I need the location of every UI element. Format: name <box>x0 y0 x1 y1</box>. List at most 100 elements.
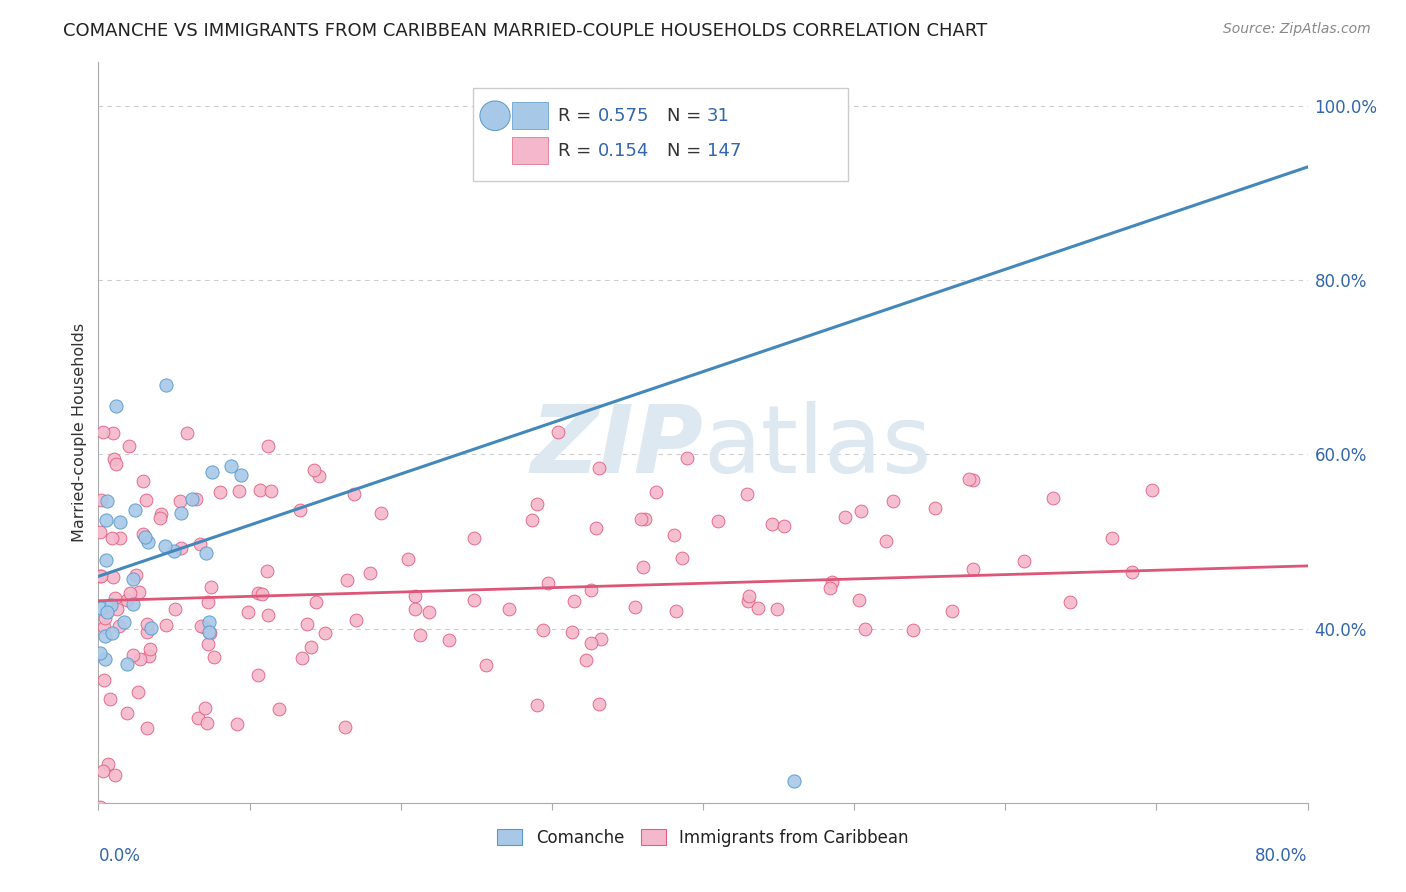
Point <box>561 625 583 640</box>
Point <box>314 625 336 640</box>
Point <box>155 377 177 392</box>
Point <box>526 497 548 511</box>
Point <box>104 768 127 782</box>
Point <box>256 607 278 622</box>
Point <box>882 494 904 508</box>
Point <box>901 623 924 637</box>
Point <box>101 570 124 584</box>
Point <box>1140 483 1163 498</box>
Point <box>132 474 155 488</box>
Point <box>91 764 114 778</box>
Point <box>176 425 198 440</box>
Point <box>536 575 558 590</box>
FancyBboxPatch shape <box>512 137 548 164</box>
Point <box>735 487 758 501</box>
Point <box>153 539 176 553</box>
Point <box>531 624 554 638</box>
Point <box>773 519 796 533</box>
Point <box>359 566 381 580</box>
Legend: Comanche, Immigrants from Caribbean: Comanche, Immigrants from Caribbean <box>491 822 915 854</box>
Point <box>575 653 598 667</box>
Point <box>675 450 697 465</box>
Point <box>170 507 193 521</box>
Point <box>463 531 485 545</box>
Point <box>101 531 124 545</box>
Point <box>336 573 359 587</box>
Point <box>405 602 427 616</box>
Point <box>579 636 602 650</box>
Point <box>547 425 569 439</box>
Point <box>136 535 159 549</box>
Point <box>498 602 520 616</box>
Point <box>219 458 242 473</box>
Point <box>783 774 806 789</box>
Point <box>122 597 145 611</box>
FancyBboxPatch shape <box>474 88 848 181</box>
Point <box>124 503 146 517</box>
Point <box>96 493 118 508</box>
Point <box>404 590 426 604</box>
Text: 0.154: 0.154 <box>598 142 650 160</box>
Point <box>247 585 270 599</box>
Point <box>209 484 232 499</box>
Point <box>197 637 219 651</box>
Point <box>247 668 270 682</box>
Point <box>169 494 191 508</box>
Point <box>418 605 440 619</box>
Point <box>236 605 259 619</box>
Point <box>134 530 156 544</box>
Point <box>135 721 157 735</box>
Point <box>834 510 856 524</box>
Point <box>105 457 128 471</box>
Ellipse shape <box>479 101 510 130</box>
Point <box>343 486 366 500</box>
Text: 31: 31 <box>707 107 730 125</box>
Point <box>249 483 271 498</box>
Point <box>738 590 761 604</box>
Point <box>94 513 117 527</box>
Point <box>150 507 173 521</box>
Point <box>94 630 117 644</box>
Point <box>1121 565 1143 579</box>
Point <box>664 528 686 542</box>
Point <box>344 613 367 627</box>
Point <box>188 537 211 551</box>
Point <box>90 601 112 615</box>
Point <box>299 640 322 654</box>
Point <box>93 425 115 440</box>
Point <box>184 492 207 507</box>
Point <box>105 602 128 616</box>
Point <box>588 461 610 475</box>
Point <box>115 706 138 720</box>
Point <box>463 593 485 607</box>
Point <box>103 451 125 466</box>
Point <box>187 711 209 725</box>
Point <box>90 493 112 508</box>
Point <box>194 546 217 560</box>
Point <box>520 513 543 527</box>
Point <box>633 512 655 526</box>
Point <box>585 520 607 534</box>
Point <box>305 595 328 609</box>
Text: 0.575: 0.575 <box>598 107 650 125</box>
Point <box>821 574 844 589</box>
FancyBboxPatch shape <box>512 103 548 129</box>
Point <box>671 551 693 566</box>
Point <box>155 617 177 632</box>
Point <box>128 652 150 666</box>
Text: ZIP: ZIP <box>530 401 703 493</box>
Point <box>766 602 789 616</box>
Point <box>941 604 963 618</box>
Point <box>115 592 138 607</box>
Point <box>135 492 157 507</box>
Point <box>630 511 652 525</box>
Point <box>589 632 612 646</box>
Point <box>291 651 314 665</box>
Point <box>439 633 461 648</box>
Point <box>139 642 162 657</box>
Point <box>308 468 330 483</box>
Text: R =: R = <box>558 107 598 125</box>
Point <box>818 582 841 596</box>
Point <box>1101 532 1123 546</box>
Text: COMANCHE VS IMMIGRANTS FROM CARIBBEAN MARRIED-COUPLE HOUSEHOLDS CORRELATION CHAR: COMANCHE VS IMMIGRANTS FROM CARIBBEAN MA… <box>63 22 987 40</box>
